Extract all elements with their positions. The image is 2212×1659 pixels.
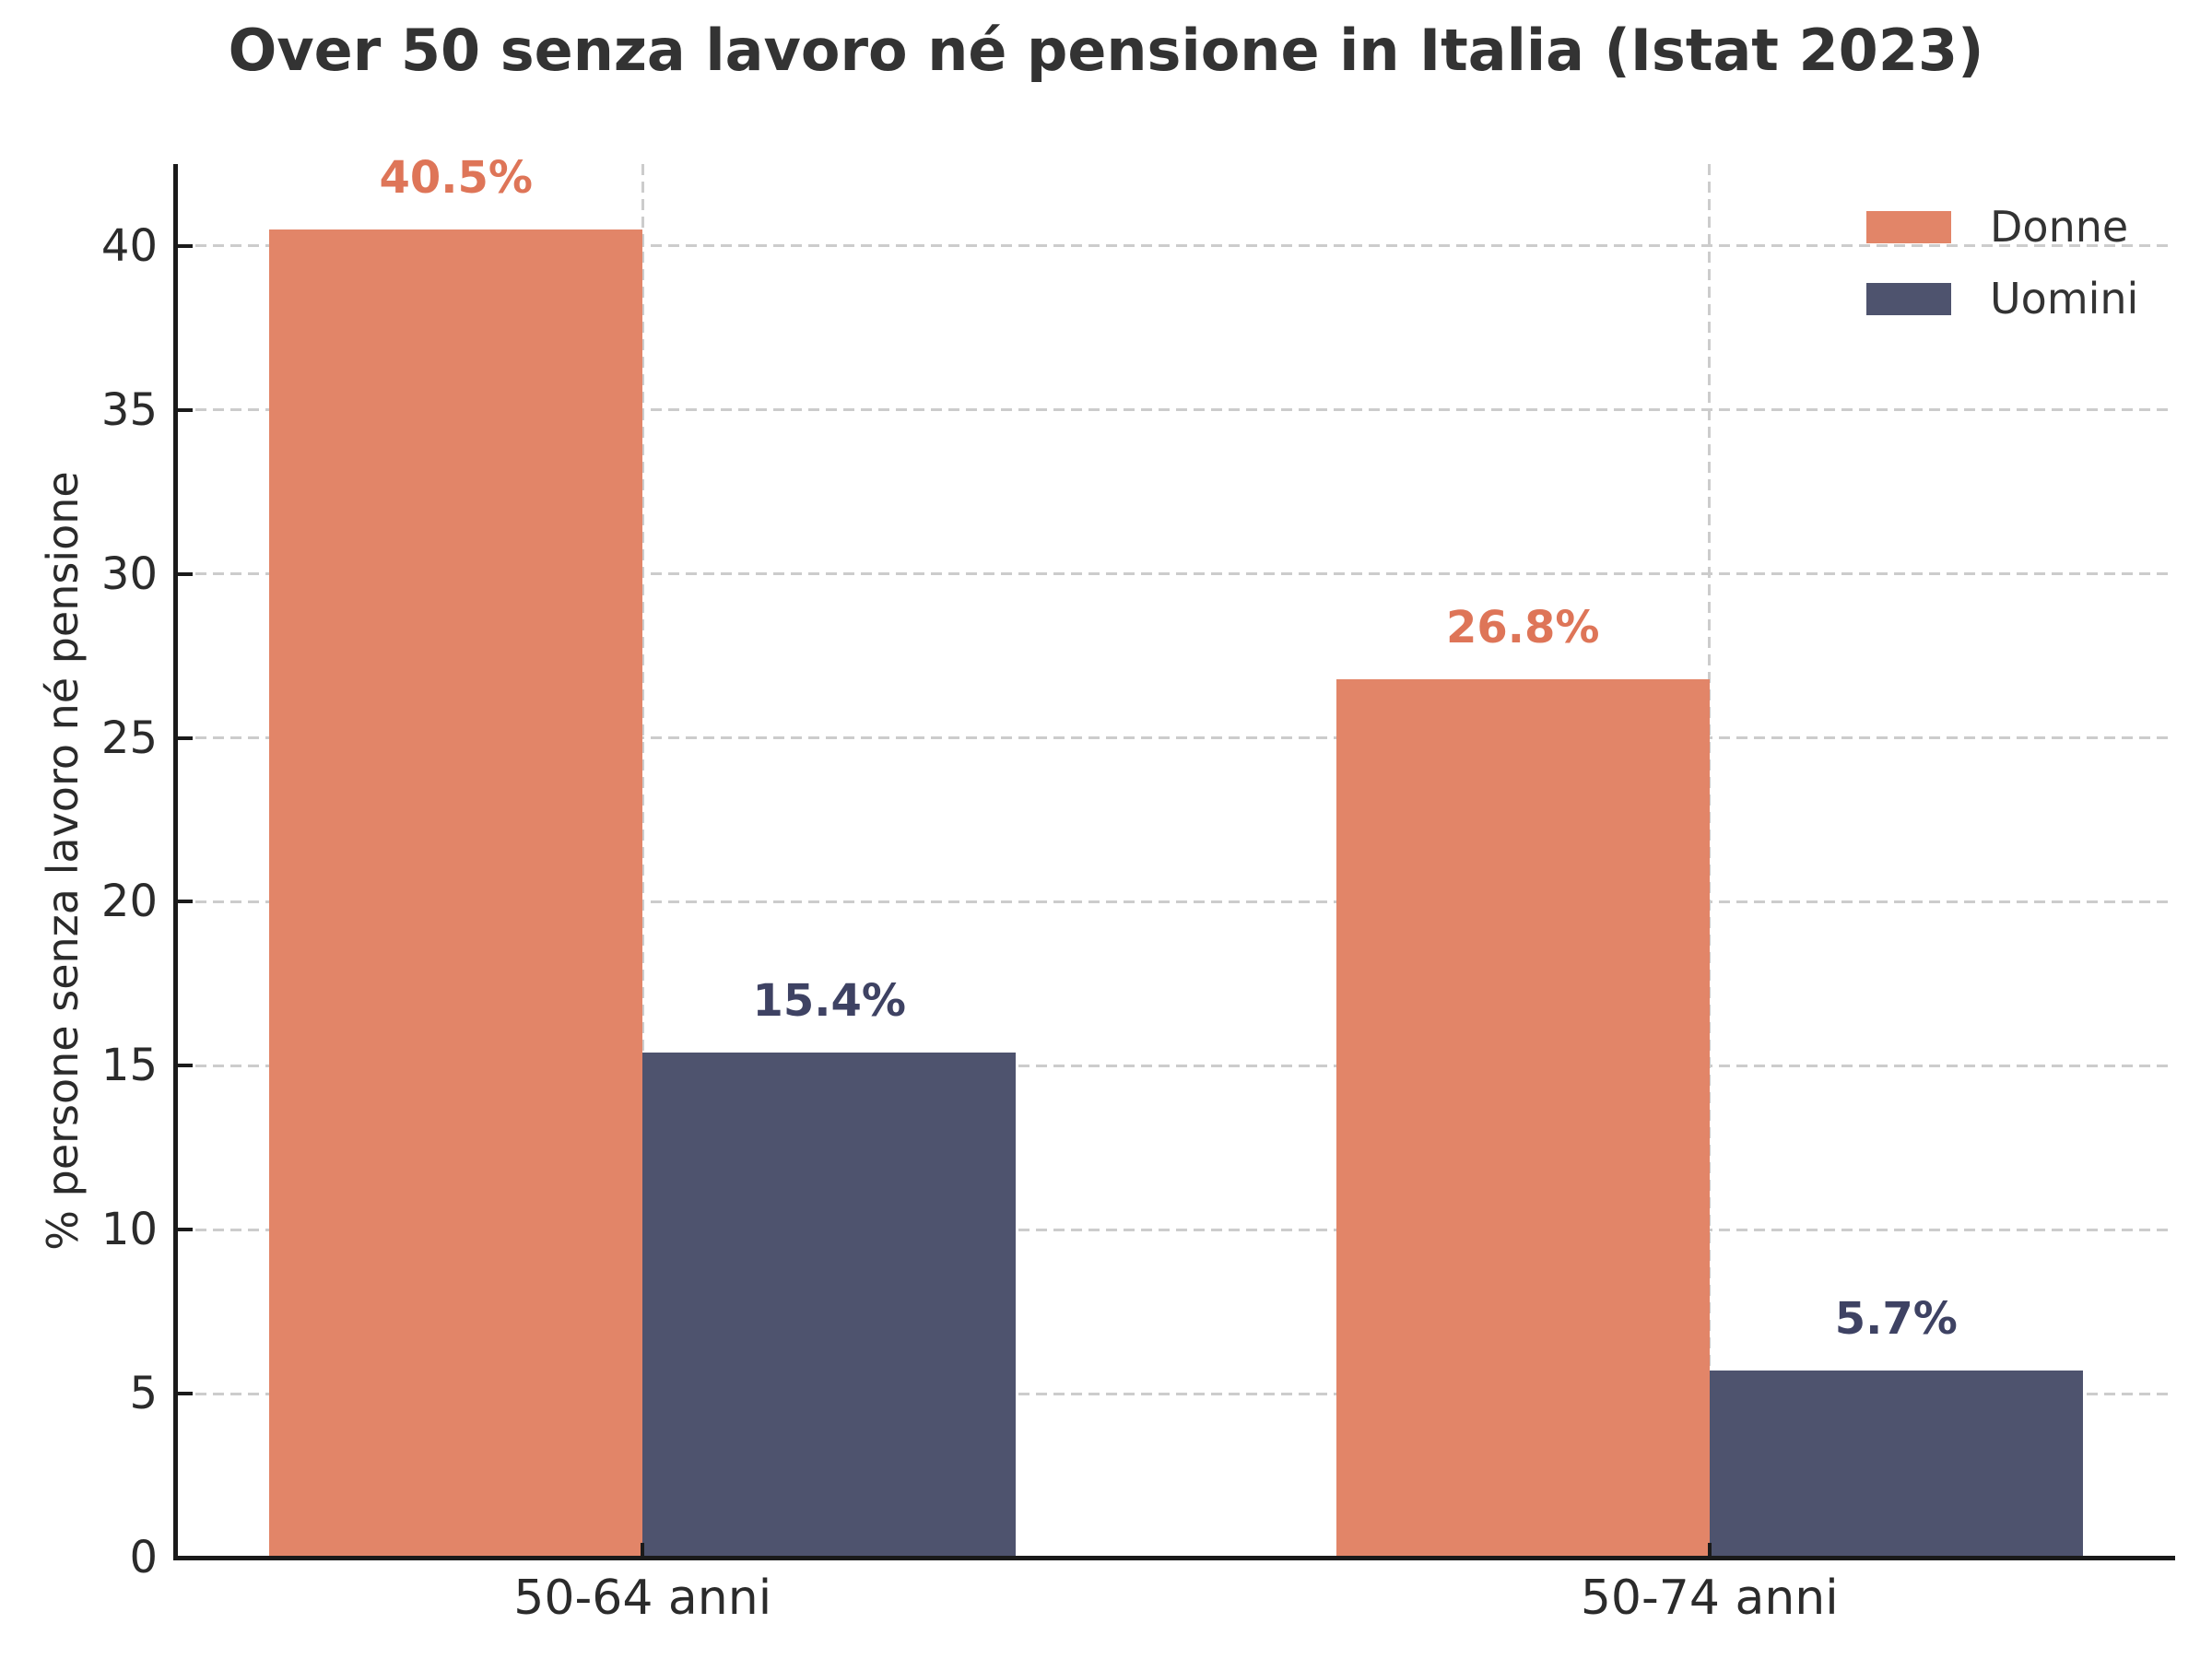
bar-donne-50-64-anni xyxy=(269,229,643,1558)
legend-label-donne: Donne xyxy=(1990,202,2129,252)
ytick-label-15: 15 xyxy=(100,1040,158,1092)
y-axis-label: % persone senza lavoro né pensione xyxy=(38,471,88,1251)
gridline-y-40 xyxy=(178,244,2174,248)
legend-swatch-uomini xyxy=(1866,282,1951,315)
gridline-y-15 xyxy=(178,1064,2174,1067)
ytick-mark-35 xyxy=(178,407,193,412)
gridline-y-20 xyxy=(178,900,2174,903)
chart-title: Over 50 senza lavoro né pensione in Ital… xyxy=(228,17,1984,84)
ytick-mark-5 xyxy=(178,1392,193,1396)
ytick-label-25: 25 xyxy=(100,712,158,764)
bar-value-label-donne-0: 40.5% xyxy=(379,152,533,205)
ytick-label-5: 5 xyxy=(129,1368,158,1420)
ytick-label-0: 0 xyxy=(129,1532,158,1583)
xtick-mark-1 xyxy=(1707,1543,1712,1558)
legend-label-uomini: Uomini xyxy=(1990,274,2139,324)
x-axis-spine xyxy=(173,1556,2175,1560)
gridline-y-10 xyxy=(178,1228,2174,1231)
legend-item-uomini: Uomini xyxy=(1866,277,2138,320)
ytick-label-35: 35 xyxy=(100,383,158,436)
ytick-mark-15 xyxy=(178,1064,193,1068)
xtick-label-1: 50-74 anni xyxy=(1580,1571,1839,1626)
ytick-mark-25 xyxy=(178,735,193,740)
gridline-y-5 xyxy=(178,1392,2174,1395)
gridline-x-0 xyxy=(641,164,644,1558)
plot-area: 40.5% 26.8% 15.4% 5.7% 0 5 10 15 20 25 30 35 40 50-64… xyxy=(101,152,2174,1626)
ytick-label-30: 30 xyxy=(100,547,158,600)
ytick-label-10: 10 xyxy=(100,1204,158,1256)
xtick-mark-0 xyxy=(641,1543,645,1558)
legend-item-donne: Donne xyxy=(1866,206,2138,248)
gridline-y-35 xyxy=(178,408,2174,412)
ytick-mark-10 xyxy=(178,1228,193,1232)
bar-value-label-donne-1: 26.8% xyxy=(1445,601,1600,653)
legend: Donne Uomini xyxy=(1866,206,2138,320)
bar-uomini-50-64-anni xyxy=(642,1053,1017,1558)
y-axis-spine xyxy=(173,164,178,1560)
bar-value-label-uomini-0: 15.4% xyxy=(752,975,906,1028)
ytick-mark-40 xyxy=(178,243,193,248)
legend-swatch-donne xyxy=(1866,210,1951,243)
xtick-label-0: 50-64 anni xyxy=(513,1571,772,1626)
bar-value-label-uomini-1: 5.7% xyxy=(1834,1293,1958,1346)
ytick-mark-20 xyxy=(178,900,193,904)
gridline-y-30 xyxy=(178,572,2174,576)
ytick-mark-30 xyxy=(178,571,193,576)
gridline-x-1 xyxy=(1708,164,1712,1558)
bar-donne-50-74-anni xyxy=(1335,678,1710,1558)
ytick-label-20: 20 xyxy=(100,876,158,928)
ytick-label-40: 40 xyxy=(100,219,158,272)
bar-uomini-50-74-anni xyxy=(1709,1371,2083,1558)
gridline-y-25 xyxy=(178,736,2174,740)
